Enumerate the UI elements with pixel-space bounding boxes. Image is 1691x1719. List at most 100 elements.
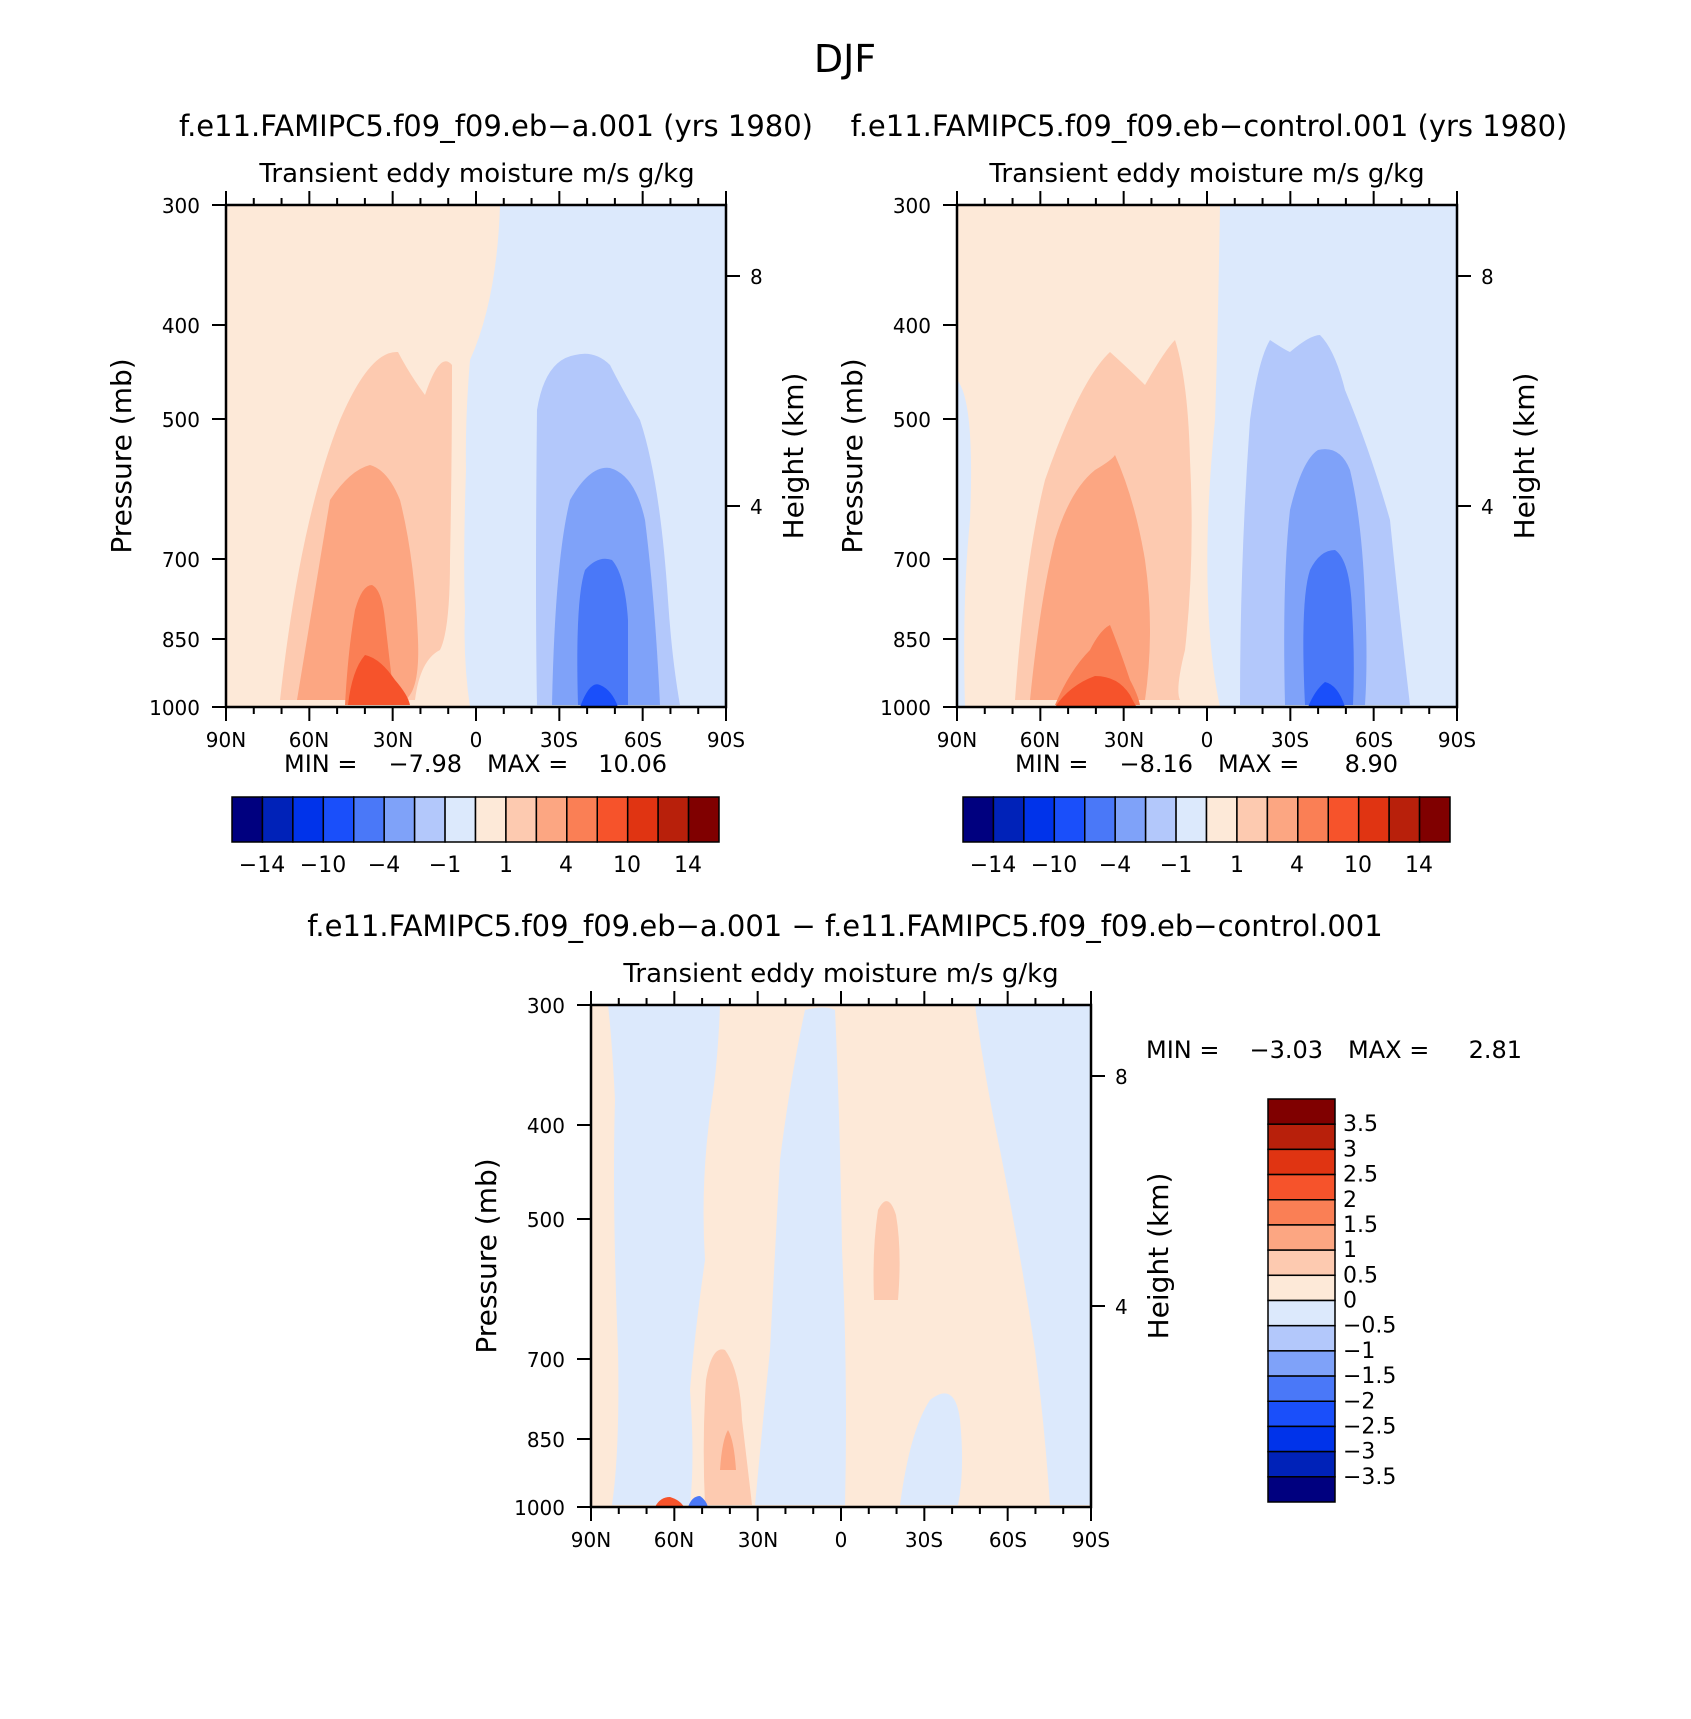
panel-c-ytick: 300 [527, 994, 565, 1018]
panel-c-xtick: 60S [989, 1528, 1027, 1552]
panel-b-field-negative-3 [1303, 550, 1354, 705]
colorbar-swatch [626, 796, 659, 843]
colorbar-swatch [1267, 1476, 1336, 1503]
colorbar-swatch [1267, 1400, 1336, 1428]
panel-c-cbar-label: −1 [1343, 1339, 1375, 1364]
panel-a-cbar-label: −10 [300, 853, 346, 878]
panel-b-xtick: 0 [1201, 728, 1214, 752]
panel-a-min-value: −7.98 [388, 750, 462, 778]
panel-a-xtick: 60N [289, 728, 329, 752]
panel-a-cbar-label: −14 [239, 853, 285, 878]
panel-c-ytick: 400 [527, 1114, 565, 1138]
figure-title: DJF [814, 37, 876, 81]
panel-a-cbar-label: 1 [499, 853, 513, 878]
colorbar-swatch [444, 796, 477, 843]
colorbar-swatch [1267, 1199, 1336, 1226]
panel-a-ylabel-right: Height (km) [777, 373, 810, 540]
panel-run-a: f.e11.FAMIPC5.f09_f09.eb−a.001 (yrs 1980… [105, 109, 813, 878]
colorbar-swatch [505, 796, 538, 843]
panel-b-cbar-label: −1 [1160, 853, 1192, 878]
panel-b-xtick: 90S [1438, 728, 1476, 752]
panel-a-xtick: 0 [470, 728, 483, 752]
panel-c-cbar-label: −2 [1343, 1389, 1375, 1414]
colorbar-swatch [1236, 796, 1269, 843]
panel-c-cbar-label: 1.5 [1343, 1213, 1378, 1238]
panel-a-cbar-label: 10 [613, 853, 641, 878]
panel-c-field-negative-4 [688, 1496, 708, 1507]
panel-b-ylabel: Pressure (mb) [836, 358, 869, 553]
panel-c-max-label: MAX = [1348, 1036, 1429, 1064]
panel-a-title: f.e11.FAMIPC5.f09_f09.eb−a.001 (yrs 1980… [179, 109, 813, 143]
panel-b-field-positive-4 [1055, 676, 1137, 707]
panel-b-min-value: −8.16 [1119, 750, 1193, 778]
panel-c-cbar-label: −0.5 [1343, 1314, 1396, 1339]
colorbar-swatch [1267, 1173, 1336, 1201]
panel-c-ylabel-right: Height (km) [1142, 1173, 1175, 1340]
panel-c-axis-ticks [577, 991, 1105, 1521]
colorbar-swatch [1267, 1274, 1336, 1302]
panel-b-min-label: MIN = [1015, 750, 1088, 778]
panel-a-ytick: 500 [162, 408, 200, 432]
panel-c-ytick-right: 8 [1115, 1065, 1128, 1089]
panel-b-ytick: 400 [893, 314, 931, 338]
panel-a-colorbar [231, 796, 720, 843]
panel-a-ytick: 400 [162, 314, 200, 338]
panel-c-title: f.e11.FAMIPC5.f09_f09.eb−a.001 − f.e11.F… [307, 909, 1382, 943]
panel-difference: f.e11.FAMIPC5.f09_f09.eb−a.001 − f.e11.F… [307, 909, 1522, 1552]
colorbar-swatch [1114, 796, 1147, 843]
colorbar-swatch [1418, 796, 1451, 843]
panel-a-ylabel: Pressure (mb) [105, 358, 138, 553]
panel-b-ytick: 1000 [880, 696, 931, 720]
panel-run-control: f.e11.FAMIPC5.f09_f09.eb−control.001 (yr… [836, 109, 1567, 878]
panel-c-colorbar [1267, 1098, 1336, 1503]
panel-c-cbar-label: 1 [1343, 1238, 1357, 1263]
colorbar-swatch [1053, 796, 1086, 843]
panel-b-subtitle: Transient eddy moisture m/s g/kg [988, 159, 1424, 189]
panel-a-field-positive-2 [297, 465, 419, 700]
colorbar-swatch [261, 796, 294, 843]
panel-a-max-value: 10.06 [598, 750, 667, 778]
colorbar-swatch [1267, 1123, 1336, 1151]
panel-b-xtick: 30S [1271, 728, 1309, 752]
panel-b-max-value: 8.90 [1345, 750, 1398, 778]
colorbar-swatch [292, 796, 325, 843]
colorbar-swatch [474, 796, 507, 843]
panel-c-cbar-label: −3 [1343, 1440, 1375, 1465]
panel-b-cbar-label: −14 [970, 853, 1016, 878]
panel-c-field-positive-1 [703, 1349, 752, 1505]
panel-b-field-negative-4 [1308, 682, 1345, 707]
panel-b-colorbar [962, 796, 1451, 843]
colorbar-swatch [1267, 1324, 1336, 1352]
panel-c-ylabel: Pressure (mb) [470, 1158, 503, 1353]
panel-a-min-label: MIN = [284, 750, 357, 778]
panel-b-xtick: 90N [937, 728, 977, 752]
panel-a-max-label: MAX = [487, 750, 568, 778]
panel-c-field-positive-2 [873, 1201, 900, 1300]
panel-c-xtick: 0 [835, 1528, 848, 1552]
panel-c-colorbar-labels: 3.532.521.510.50−0.5−1−1.5−2−2.5−3−3.5 [1343, 1112, 1396, 1490]
colorbar-swatch [1267, 1299, 1336, 1327]
panel-b-field-positive-2 [1030, 455, 1150, 700]
panel-c-max-value: 2.81 [1469, 1036, 1522, 1064]
panel-b-title: f.e11.FAMIPC5.f09_f09.eb−control.001 (yr… [851, 109, 1568, 143]
panel-b-max-label: MAX = [1218, 750, 1299, 778]
colorbar-swatch [962, 796, 995, 843]
colorbar-swatch [657, 796, 690, 843]
panel-b-xtick: 60N [1020, 728, 1060, 752]
colorbar-swatch [535, 796, 568, 843]
panel-c-cbar-label: 0.5 [1343, 1263, 1378, 1288]
panel-c-field-negative-0 [608, 1005, 720, 1505]
panel-b-cbar-label: 14 [1405, 853, 1433, 878]
colorbar-swatch [383, 796, 416, 843]
colorbar-swatch [1267, 1350, 1336, 1377]
colorbar-swatch [1266, 796, 1299, 843]
panel-c-xtick: 30N [738, 1528, 778, 1552]
panel-a-cbar-label: 4 [559, 853, 573, 878]
panel-a-xtick: 90N [206, 728, 246, 752]
panel-c-cbar-label: 3 [1343, 1137, 1357, 1162]
colorbar-swatch [1267, 1098, 1336, 1125]
panel-a-cbar-label: −1 [429, 853, 461, 878]
panel-b-xtick: 60S [1355, 728, 1393, 752]
panel-c-field-negative-2 [975, 1005, 1091, 1505]
panel-c-field-negative-3 [900, 1393, 963, 1505]
